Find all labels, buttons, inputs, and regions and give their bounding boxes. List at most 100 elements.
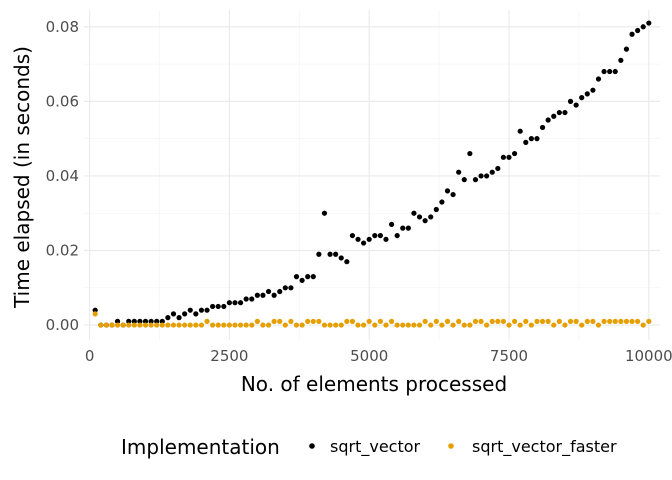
point-sqrt-vector-faster (450, 322, 456, 328)
point-sqrt-vector (165, 315, 171, 321)
point-sqrt-vector-faster (539, 318, 546, 324)
point-sqrt-vector (467, 150, 473, 157)
point-sqrt-vector-faster (344, 318, 350, 324)
y-tick-label: 0.04 (46, 167, 79, 185)
point-sqrt-vector-faster (198, 322, 205, 328)
point-sqrt-vector (416, 214, 423, 220)
y-axis-tick-labels: 0.00 0.02 0.04 0.06 0.08 (46, 18, 79, 334)
point-sqrt-vector-faster (573, 318, 579, 324)
point-sqrt-vector-faster (282, 322, 288, 328)
point-sqrt-vector-faster (170, 322, 177, 328)
point-sqrt-vector (355, 236, 361, 242)
point-sqrt-vector (182, 311, 188, 317)
x-tick-label: 7500 (490, 347, 528, 365)
point-sqrt-vector (293, 274, 300, 280)
point-sqrt-vector (517, 128, 523, 134)
y-tick-label: 0.02 (46, 242, 79, 260)
point-sqrt-vector (260, 292, 266, 298)
point-sqrt-vector-faster (495, 318, 501, 324)
point-sqrt-vector (450, 191, 456, 198)
point-sqrt-vector (243, 296, 249, 302)
point-sqrt-vector-faster (366, 318, 372, 324)
point-sqrt-vector-faster (114, 322, 121, 328)
point-sqrt-vector-faster (137, 322, 143, 328)
point-sqrt-vector-faster (249, 322, 255, 328)
point-sqrt-vector-faster (210, 322, 216, 328)
point-sqrt-vector-faster (321, 322, 328, 328)
point-sqrt-vector (506, 154, 512, 160)
x-axis-tick-labels: 0 2500 5000 7500 10000 (85, 347, 672, 365)
point-sqrt-vector (562, 109, 568, 116)
point-sqrt-vector (226, 300, 232, 306)
point-sqrt-vector (333, 251, 339, 257)
point-sqrt-vector-faster (556, 318, 562, 324)
point-sqrt-vector (187, 307, 193, 313)
point-sqrt-vector (305, 274, 311, 280)
legend-label-sqrt-vector: sqrt_vector (330, 437, 421, 457)
point-sqrt-vector-faster (584, 318, 590, 324)
point-sqrt-vector (204, 307, 210, 313)
point-sqrt-vector (456, 169, 462, 175)
point-sqrt-vector-faster (567, 318, 574, 324)
point-sqrt-vector (422, 218, 428, 224)
point-sqrt-vector (327, 251, 333, 257)
point-sqrt-vector (567, 98, 574, 104)
point-sqrt-vector-faster (646, 318, 652, 324)
point-sqrt-vector-faster (226, 322, 232, 328)
point-sqrt-vector (629, 31, 635, 37)
point-sqrt-vector-faster (126, 322, 132, 328)
point-sqrt-vector (612, 68, 618, 75)
point-sqrt-vector (428, 214, 434, 220)
point-sqrt-vector-faster (635, 318, 641, 324)
point-sqrt-vector-faster (394, 322, 400, 328)
point-sqrt-vector-faster (361, 322, 367, 328)
point-sqrt-vector-faster (221, 322, 227, 328)
point-sqrt-vector-faster (444, 318, 451, 324)
point-sqrt-vector-faster (215, 322, 221, 328)
point-sqrt-vector-faster (265, 322, 272, 328)
point-sqrt-vector-faster (484, 322, 490, 328)
point-sqrt-vector (388, 221, 395, 228)
point-sqrt-vector-faster (612, 318, 618, 324)
point-sqrt-vector-faster (299, 322, 305, 328)
point-sqrt-vector-faster (511, 318, 518, 324)
point-sqrt-vector-faster (472, 318, 479, 324)
point-sqrt-vector-faster (590, 318, 596, 324)
point-sqrt-vector (361, 240, 367, 246)
point-sqrt-vector-faster (607, 318, 613, 324)
point-sqrt-vector (377, 232, 383, 239)
point-sqrt-vector (142, 318, 149, 324)
point-sqrt-vector (232, 300, 238, 306)
point-sqrt-vector-faster (316, 318, 322, 324)
grid-major-lines (84, 10, 660, 340)
point-sqrt-vector (114, 318, 121, 324)
point-sqrt-vector (484, 173, 490, 179)
x-tick-label: 10000 (625, 347, 672, 365)
point-sqrt-vector-faster (372, 322, 378, 328)
point-sqrt-vector (635, 27, 641, 34)
point-sqrt-vector (198, 307, 205, 313)
point-sqrt-vector-faster (500, 318, 507, 324)
data-points (92, 20, 652, 328)
point-sqrt-vector (551, 113, 557, 119)
point-sqrt-vector (400, 225, 406, 231)
point-sqrt-vector (472, 177, 479, 183)
point-sqrt-vector-faster (422, 318, 428, 324)
point-sqrt-vector-faster (517, 322, 523, 328)
point-sqrt-vector-faster (237, 322, 244, 328)
point-sqrt-vector-faster (182, 322, 188, 328)
point-sqrt-vector-faster (640, 322, 646, 328)
point-sqrt-vector-faster (271, 318, 277, 324)
point-sqrt-vector (159, 318, 165, 324)
point-sqrt-vector (523, 139, 529, 145)
point-sqrt-vector-faster (254, 318, 260, 324)
point-sqrt-vector (511, 150, 518, 157)
point-sqrt-vector (282, 285, 288, 291)
point-sqrt-vector-faster (416, 322, 423, 328)
point-sqrt-vector-faster (489, 318, 495, 324)
point-sqrt-vector (534, 136, 540, 142)
point-sqrt-vector-faster (456, 318, 462, 324)
point-sqrt-vector (344, 259, 350, 265)
y-tick-label: 0.06 (46, 92, 79, 110)
point-sqrt-vector (590, 87, 596, 93)
